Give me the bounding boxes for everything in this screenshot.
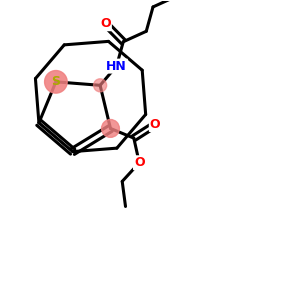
Text: S: S [51,75,60,88]
Text: HN: HN [106,60,127,73]
Text: O: O [134,156,145,169]
Text: O: O [100,17,111,30]
Circle shape [94,79,107,92]
Text: O: O [150,118,160,131]
Circle shape [102,119,119,137]
Circle shape [45,70,67,93]
